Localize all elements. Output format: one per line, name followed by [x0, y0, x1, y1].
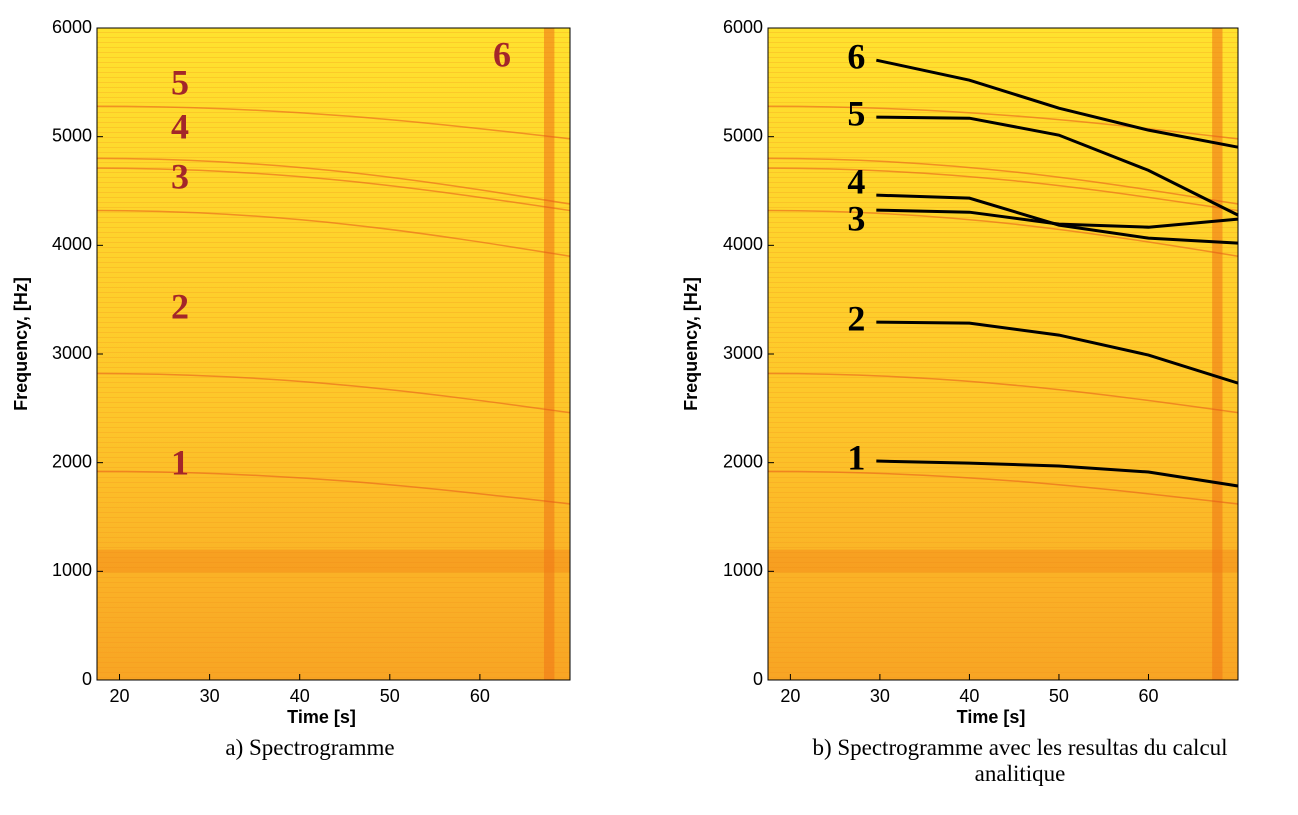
- spectrogram-band: [97, 549, 570, 573]
- annotation: 4: [171, 106, 189, 146]
- curve-label: 3: [847, 198, 865, 238]
- curve-label: 2: [847, 298, 865, 338]
- spectrogram-texture: [97, 28, 570, 680]
- y-tick-label: 1000: [52, 560, 92, 580]
- y-tick-label: 3000: [723, 343, 763, 363]
- curve-label: 1: [847, 437, 865, 477]
- y-tick-label: 4000: [723, 234, 763, 254]
- x-tick-label: 60: [1138, 686, 1158, 706]
- curve: [876, 58, 1239, 149]
- spectrogram-trace: [767, 372, 1239, 414]
- spectrogram-trace: [96, 372, 571, 414]
- x-tick-label: 40: [290, 686, 310, 706]
- y-tick-label: 2000: [52, 451, 92, 471]
- x-tick-label: 30: [200, 686, 220, 706]
- curve: [876, 115, 1239, 217]
- spectrogram-trace: [767, 470, 1239, 505]
- caption: b) Spectrogramme avec les resultas du ca…: [812, 735, 1228, 786]
- y-tick-label: 5000: [723, 125, 763, 145]
- spectrogram-trace: [767, 105, 1239, 140]
- x-tick-label: 20: [110, 686, 130, 706]
- x-tick-label: 40: [959, 686, 979, 706]
- y-tick-label: 2000: [723, 451, 763, 471]
- y-tick-label: 3000: [52, 343, 92, 363]
- y-tick-label: 6000: [723, 17, 763, 37]
- x-tick-label: 20: [780, 686, 800, 706]
- spectrogram-trace: [96, 470, 571, 505]
- y-axis-label: Frequency, [Hz]: [681, 277, 701, 411]
- x-tick-label: 60: [470, 686, 490, 706]
- annotation: 6: [493, 34, 511, 74]
- chart: 0 1000 2000 3000 4000 5000 6000 20 30 40 50 60 Time …: [11, 17, 571, 727]
- y-tick-label: 0: [753, 669, 763, 689]
- spectrogram-trace: [96, 167, 571, 212]
- spectrogram-trace: [767, 209, 1239, 257]
- y-tick-label: 1000: [723, 560, 763, 580]
- x-axis-label: Time [s]: [287, 707, 356, 727]
- y-axis-label: Frequency, [Hz]: [11, 277, 31, 411]
- spectrogram-trace: [96, 105, 571, 140]
- y-tick-label: 0: [82, 669, 92, 689]
- annotation: 2: [171, 286, 189, 326]
- curve: [876, 193, 1239, 245]
- spectrogram-trace: [767, 157, 1239, 205]
- chart: 0 1000 2000 3000 4000 5000 6000 20 30 40 50 60 Time …: [681, 17, 1239, 727]
- spectrogram-trace: [96, 157, 571, 205]
- spectrogram-texture: [768, 28, 1238, 680]
- curve: [876, 320, 1239, 385]
- annotation: 1: [171, 442, 189, 482]
- annotation: 5: [171, 62, 189, 102]
- curve-label: 5: [847, 93, 865, 133]
- spectrogram-band: [1212, 28, 1223, 680]
- caption: a) Spectrogramme: [225, 735, 395, 760]
- y-tick-label: 4000: [52, 234, 92, 254]
- spectrogram-trace: [767, 167, 1239, 212]
- spectrogram-trace: [96, 209, 571, 257]
- spectrogram-band: [768, 549, 1238, 573]
- y-tick-label: 5000: [52, 125, 92, 145]
- x-tick-label: 50: [380, 686, 400, 706]
- spectrogram-band: [543, 28, 555, 680]
- x-tick-label: 30: [870, 686, 890, 706]
- x-tick-label: 50: [1049, 686, 1069, 706]
- curve: [876, 459, 1239, 488]
- x-axis-label: Time [s]: [957, 707, 1026, 727]
- annotation: 3: [171, 156, 189, 196]
- curve-label: 4: [847, 161, 865, 201]
- y-tick-label: 6000: [52, 17, 92, 37]
- curve-label: 6: [847, 36, 865, 76]
